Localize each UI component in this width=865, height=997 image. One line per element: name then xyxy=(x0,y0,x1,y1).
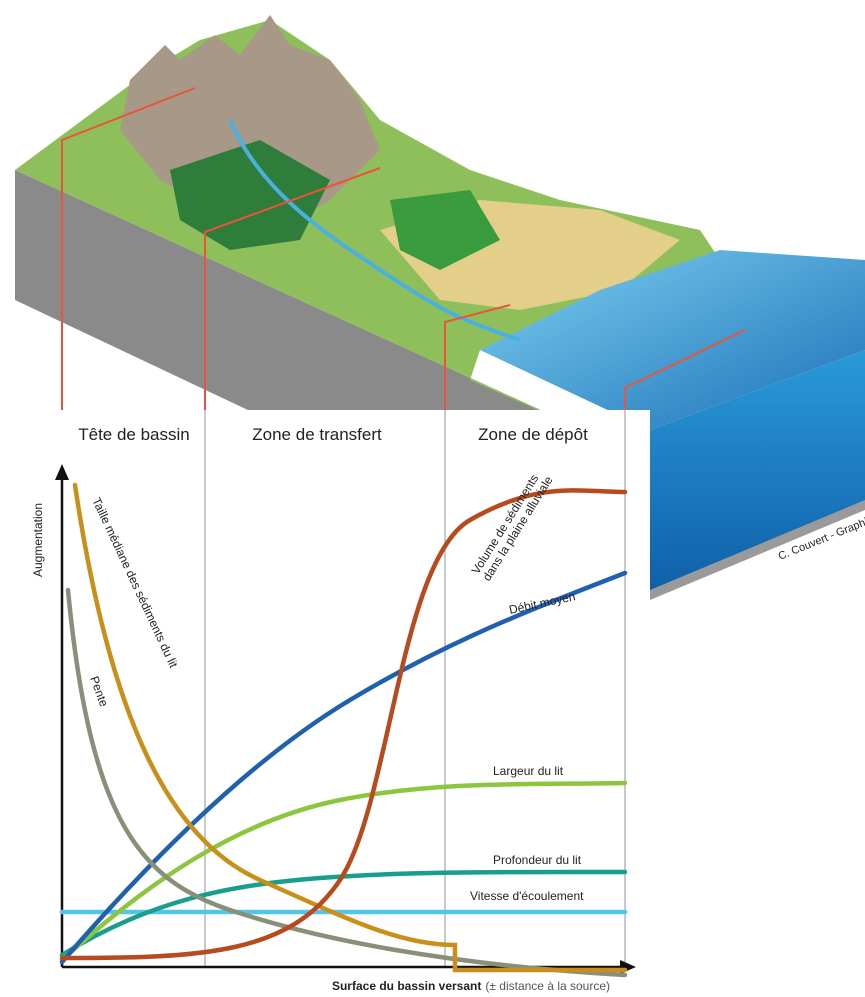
x-axis-label-main: Surface du bassin versant xyxy=(332,979,481,993)
lake-top xyxy=(480,250,865,430)
zone-title: Tête de bassin xyxy=(78,425,190,444)
forest xyxy=(390,190,500,270)
curve-volume xyxy=(59,488,628,961)
x-axis-label-note: (± distance à la source) xyxy=(485,979,610,993)
leader-line xyxy=(204,167,381,470)
zone-title: Zone de dépôt xyxy=(478,425,588,444)
forest xyxy=(170,140,330,250)
y-axis-label: Augmentation xyxy=(31,503,45,577)
curve-taille xyxy=(72,482,628,973)
label-vitesse: Vitesse d'écoulement xyxy=(470,889,584,903)
curve-largeur xyxy=(59,780,628,963)
label-profondeur: Profondeur du lit xyxy=(493,853,582,867)
curve-profondeur xyxy=(59,869,628,958)
curve-pente xyxy=(65,587,628,978)
river xyxy=(228,119,521,342)
label-largeur: Largeur du lit xyxy=(493,764,564,778)
x-axis-label: Surface du bassin versant (± distance à l… xyxy=(332,979,610,993)
y-arrow xyxy=(55,464,69,480)
zone-title: Zone de transfert xyxy=(252,425,382,444)
leader-line xyxy=(61,87,196,470)
curve-debit xyxy=(59,570,628,965)
